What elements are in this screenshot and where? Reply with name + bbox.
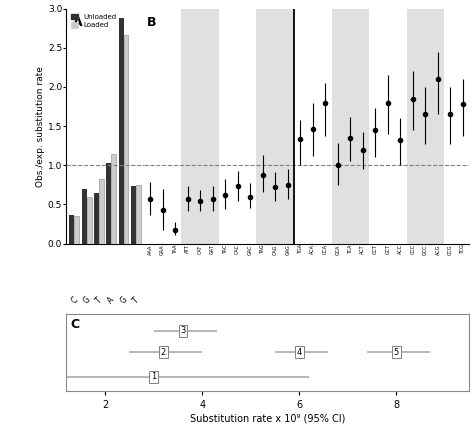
Text: 4: 4 <box>297 348 302 357</box>
Text: ↑: ↑ <box>83 333 90 342</box>
Text: C: C <box>69 295 79 306</box>
Text: ↑: ↑ <box>71 333 78 342</box>
Text: ↑: ↑ <box>108 333 114 342</box>
Bar <box>106 163 111 243</box>
Bar <box>182 9 219 243</box>
Bar <box>94 193 99 243</box>
Bar <box>111 154 116 243</box>
Text: A: A <box>73 16 82 29</box>
Bar <box>74 216 79 243</box>
Bar <box>124 35 128 243</box>
Bar <box>118 18 124 243</box>
Y-axis label: Obs./exp. substitution rate: Obs./exp. substitution rate <box>36 66 45 187</box>
Text: 5: 5 <box>394 348 399 357</box>
Bar <box>332 9 369 243</box>
Text: A: A <box>106 295 116 306</box>
Bar <box>82 189 87 243</box>
X-axis label: Substitution rate x 10⁹ (95% CI): Substitution rate x 10⁹ (95% CI) <box>190 414 346 424</box>
Text: T: T <box>94 295 104 305</box>
Bar <box>219 9 256 243</box>
Text: T: T <box>131 295 141 305</box>
Text: G: G <box>118 295 129 306</box>
Legend: Unloaded, Loaded: Unloaded, Loaded <box>70 12 118 30</box>
Bar <box>131 187 136 243</box>
Text: A: A <box>94 366 104 376</box>
Text: C: C <box>82 366 91 376</box>
Bar <box>294 9 332 243</box>
Text: ↑: ↑ <box>96 333 102 342</box>
Bar <box>256 9 294 243</box>
Text: 2: 2 <box>161 348 166 357</box>
Bar <box>444 9 469 243</box>
Text: A: A <box>69 366 79 376</box>
Bar <box>144 9 182 243</box>
Text: 1: 1 <box>151 372 156 381</box>
Bar <box>136 185 141 243</box>
Text: G: G <box>82 295 92 306</box>
Text: ↑: ↑ <box>133 333 139 342</box>
Bar <box>99 179 104 243</box>
Bar <box>87 197 91 243</box>
Text: C: C <box>70 318 80 331</box>
Bar <box>369 9 407 243</box>
Text: ↑: ↑ <box>120 333 127 342</box>
Text: C: C <box>131 366 141 376</box>
Text: A: A <box>118 366 128 376</box>
Bar <box>407 9 444 243</box>
Text: C: C <box>106 366 116 376</box>
Bar <box>69 215 74 243</box>
Text: 3: 3 <box>180 326 185 335</box>
Text: B: B <box>147 16 156 29</box>
